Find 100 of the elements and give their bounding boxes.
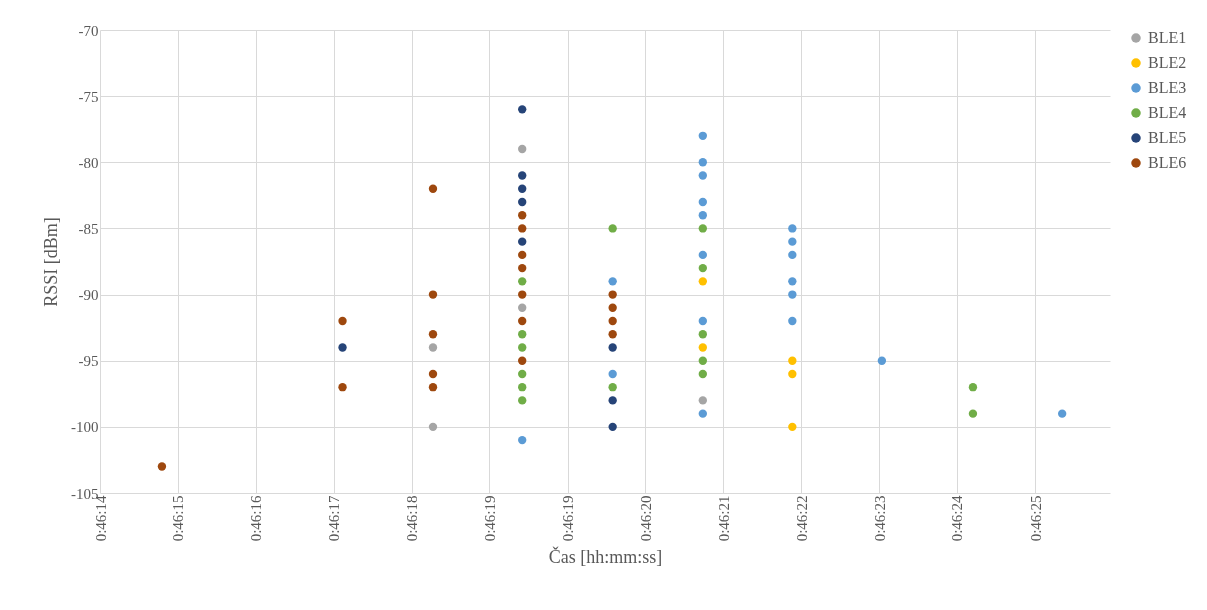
point [518,171,527,180]
point [698,158,707,167]
point [698,211,707,220]
point [608,316,617,326]
point [698,343,707,352]
point [788,422,797,432]
x-tick-label: 0:46:15 [170,495,187,542]
x-tick-label: 0:46:25 [1027,495,1044,542]
point [428,422,438,432]
point [788,250,797,260]
point [608,369,617,379]
point [608,330,617,339]
point [608,422,617,432]
point [788,277,797,286]
x-axis-title: Čas [hh:mm:ss] [548,546,663,568]
point [518,396,527,405]
point [698,409,707,418]
point [608,290,617,299]
point [698,330,707,339]
point [428,343,438,352]
x-tick-label: 0:46:21 [715,495,732,542]
x-tick-label: 0:46:24 [949,495,966,542]
x-tick-label: 0:46:18 [404,495,421,542]
point [518,383,527,392]
point [968,409,978,418]
point [698,131,707,140]
y-tick-label: -90 [78,287,99,304]
legend-label: BLE3 [1148,79,1187,96]
point [157,462,167,471]
point [698,197,707,207]
point [518,343,527,352]
point [698,396,707,405]
point [698,171,707,180]
point [788,290,797,299]
point [428,290,438,299]
point [338,383,347,392]
point [338,343,347,352]
y-axis-title: RSSI [dBm] [41,217,61,307]
point [428,184,438,193]
point [698,369,707,379]
x-tick-label: 0:46:23 [871,495,888,542]
point [788,224,797,233]
y-tick-label: -100 [71,419,99,436]
x-tick-label: 0:46:19 [560,495,577,542]
point [428,383,438,392]
point [518,330,527,339]
y-tick-label: -85 [78,220,99,237]
point [518,316,527,326]
x-tick-label: 0:46:16 [248,495,265,542]
point [518,290,527,299]
point [788,356,797,365]
point [968,383,978,392]
point [698,263,707,273]
point [518,303,527,312]
point [518,250,527,260]
point [608,277,617,286]
legend-label: BLE1 [1148,29,1187,46]
point [608,224,617,233]
y-tick-label: -70 [78,22,99,39]
point [698,224,707,233]
point [608,383,617,392]
point [518,356,527,365]
point [608,303,617,312]
point [698,250,707,260]
point [518,263,527,273]
point [518,224,527,233]
x-tick-label: 0:46:22 [793,495,810,542]
legend-label: BLE4 [1148,104,1187,121]
x-tick-label: 0:46:17 [326,495,343,542]
y-tick-label: -105 [71,485,99,502]
x-tick-label: 0:46:20 [637,495,654,542]
point [338,316,347,326]
point [608,396,617,405]
legend-label: BLE6 [1148,154,1187,171]
y-tick-label: -95 [78,353,99,370]
point [518,144,527,154]
legend-label: BLE5 [1148,129,1187,146]
y-tick-label: -75 [78,88,99,105]
point [428,330,438,339]
point [877,356,887,365]
point [518,277,527,286]
point [1057,409,1067,418]
point [788,316,797,326]
point [428,369,438,379]
point [698,356,707,365]
point [518,369,527,379]
point [518,105,527,114]
point [518,435,527,445]
x-tick-label: 0:46:19 [481,495,498,542]
point [788,369,797,379]
point [518,197,527,207]
point [518,184,527,193]
point [518,237,527,246]
point [518,211,527,220]
point [698,316,707,326]
legend-label: BLE2 [1148,54,1187,71]
point [788,237,797,246]
y-tick-label: -80 [78,154,99,171]
point [698,277,707,286]
point [608,343,617,352]
